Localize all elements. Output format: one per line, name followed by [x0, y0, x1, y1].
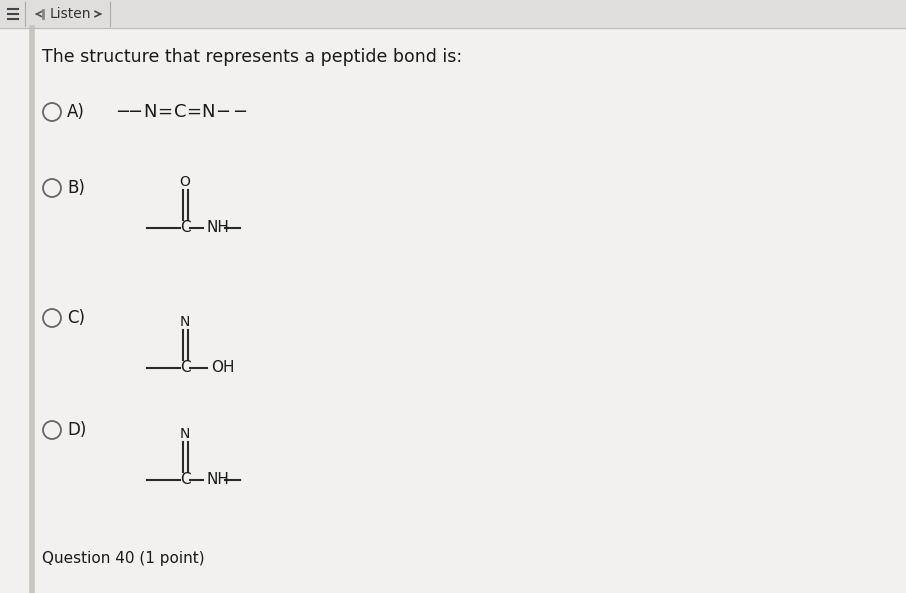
Text: C): C) — [67, 309, 85, 327]
Text: OH: OH — [211, 361, 235, 375]
Text: NH: NH — [207, 473, 230, 487]
Text: A): A) — [67, 103, 85, 121]
Text: $\mathdefault{-\!\!-\!N\!=\!C\!=\!N\!-\!\!-}$: $\mathdefault{-\!\!-\!N\!=\!C\!=\!N\!-\!… — [115, 103, 247, 121]
Text: N: N — [179, 427, 190, 441]
Text: The structure that represents a peptide bond is:: The structure that represents a peptide … — [42, 48, 462, 66]
Text: D): D) — [67, 421, 86, 439]
Text: O: O — [179, 175, 190, 189]
Text: C: C — [179, 361, 190, 375]
Text: Question 40 (1 point): Question 40 (1 point) — [42, 550, 205, 566]
Text: N: N — [179, 315, 190, 329]
Text: B): B) — [67, 179, 85, 197]
Text: C: C — [179, 221, 190, 235]
Bar — [0, 0, 906, 28]
Text: Listen: Listen — [50, 7, 92, 21]
Text: NH: NH — [207, 221, 230, 235]
Text: C: C — [179, 473, 190, 487]
